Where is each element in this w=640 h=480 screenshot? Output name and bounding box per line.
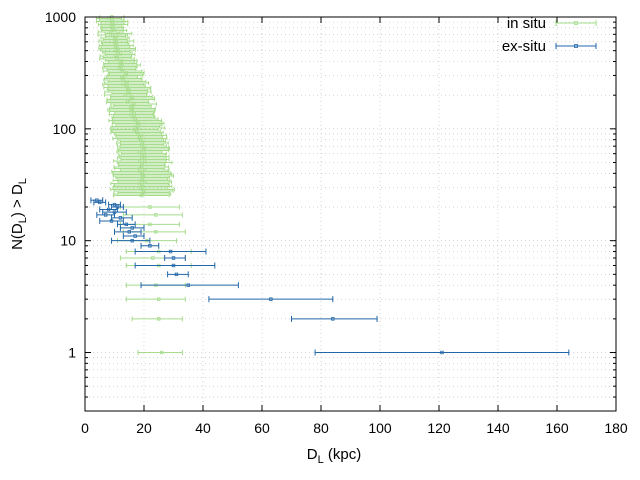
ex-situ-point [93, 199, 107, 206]
ex-situ-point-marker [269, 297, 273, 301]
in-situ-point-marker [157, 317, 161, 321]
ex-situ-point [119, 224, 145, 231]
in-situ-point [131, 316, 183, 322]
in-situ-band-point-marker [139, 193, 144, 198]
x-tick-label: 60 [254, 420, 270, 436]
x-tick-label: 20 [136, 420, 152, 436]
ex-situ-point [122, 233, 145, 240]
in-situ-point [125, 296, 186, 302]
legend-key-in-situ [555, 20, 597, 26]
ex-situ-point [291, 315, 378, 322]
x-tick-label: 180 [604, 420, 628, 436]
in-situ-point-marker [154, 213, 158, 217]
y-tick-label: 1000 [45, 9, 76, 25]
x-tick-label: 140 [486, 420, 510, 436]
legend-key-ex-situ [555, 43, 597, 49]
y-tick-label: 10 [60, 233, 76, 249]
in-situ-point-marker [154, 230, 158, 234]
x-axis-title: DL (kpc) [307, 446, 361, 466]
in-situ-point-marker [159, 350, 164, 355]
y-tick-label: 1 [68, 345, 76, 361]
ex-situ-point-marker [106, 207, 111, 212]
y-axis-title: N(DL) > DL [9, 178, 29, 250]
x-tick-label: 100 [368, 420, 392, 436]
ex-situ-point-marker [130, 226, 134, 230]
grid-lines [85, 17, 616, 412]
ex-situ-point [134, 262, 216, 269]
ex-situ-point-marker [109, 219, 114, 223]
ex-situ-point-marker [124, 222, 128, 227]
ex-situ-point [108, 201, 121, 208]
ex-situ-point [140, 282, 239, 289]
ex-situ-point-marker [168, 249, 173, 254]
x-title-main: D [307, 446, 318, 463]
plot-frame [84, 16, 617, 412]
in-situ-point [119, 204, 180, 210]
axis-ticks: 0 20 40 60 80 100 120 140 160 180 1 10 100 1000 [45, 9, 628, 436]
ex-situ-point-marker [331, 317, 335, 321]
x-title-sub: L [318, 454, 324, 466]
legend-label-in-situ: in situ [507, 15, 546, 32]
in-situ-point-marker [148, 222, 152, 227]
in-situ-band-point [113, 184, 173, 189]
x-title-tail: (kpc) [324, 446, 362, 463]
ex-situ-series [90, 197, 570, 356]
x-tick-label: 120 [427, 420, 451, 436]
ex-situ-point [140, 242, 160, 249]
ex-situ-point-marker [148, 244, 152, 248]
legend-key-marker [574, 21, 578, 25]
in-situ-band-point [113, 193, 170, 198]
x-tick-label: 80 [313, 420, 329, 436]
in-situ-point-marker [148, 205, 152, 209]
legend-label-ex-situ: ex-situ [502, 38, 546, 55]
y-title-sub2: L [17, 178, 29, 184]
ex-situ-point [134, 248, 207, 255]
y-tick-label: 100 [53, 121, 77, 137]
in-situ-point [122, 212, 183, 218]
ex-situ-point [314, 349, 570, 356]
legend-key-marker [574, 44, 578, 48]
ex-situ-point [167, 271, 189, 278]
y-title-pre: N(D [9, 223, 26, 250]
ex-situ-point-marker [174, 272, 179, 277]
y-title-mid: ) > D [9, 184, 26, 217]
ex-situ-point-marker [186, 283, 190, 287]
ex-situ-point-marker [133, 234, 137, 238]
x-tick-label: 0 [81, 420, 89, 436]
ex-situ-point-marker [103, 213, 108, 217]
ex-situ-point-marker [127, 230, 131, 234]
in-situ-band-point [118, 153, 166, 157]
ex-situ-point [164, 255, 186, 262]
ex-situ-point [114, 228, 142, 235]
in-situ-series [95, 15, 192, 356]
legend: in situ ex-situ [502, 15, 597, 55]
ex-situ-point [208, 296, 334, 303]
ex-situ-point [111, 237, 151, 244]
x-tick-label: 40 [195, 420, 211, 436]
ex-situ-point-marker [98, 200, 102, 205]
ex-situ-point-marker [130, 238, 134, 243]
y-title-sub1: L [17, 217, 29, 223]
ex-situ-point-marker [112, 202, 117, 207]
ex-situ-point-marker [171, 256, 176, 260]
ex-situ-point-marker [95, 198, 99, 202]
ex-situ-point-marker [440, 350, 444, 355]
ex-situ-point [99, 217, 124, 224]
in-situ-point-marker [157, 297, 161, 301]
ex-situ-point-marker [171, 263, 176, 268]
x-tick-label: 160 [545, 420, 569, 436]
ex-situ-point [116, 221, 136, 228]
in-situ-point [137, 350, 183, 356]
ex-situ-point-marker [118, 216, 123, 220]
in-situ-point-marker [151, 256, 155, 260]
